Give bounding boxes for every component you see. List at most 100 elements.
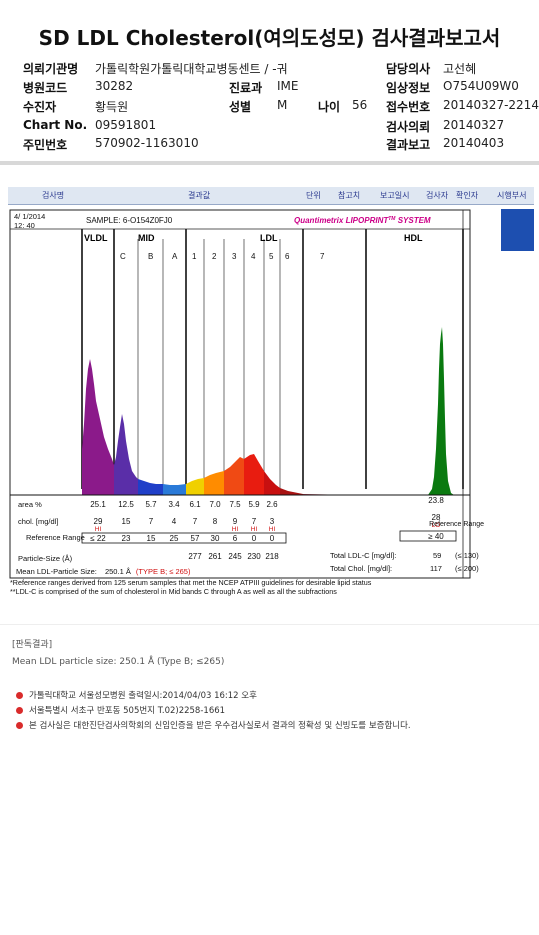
fill-ldl3 (224, 457, 244, 495)
value-doctor: 고선혜 (443, 62, 477, 76)
ref-3: 6 (233, 534, 238, 543)
row-label-ref: Reference Range (26, 533, 85, 542)
chol-vldl: 29 (94, 517, 103, 526)
footer-line-2: 서울특별시 서초구 반포동 505번지 T.02)2258-1661 (16, 704, 225, 716)
fill-ldl5 (264, 471, 280, 495)
chol-hdl: 28 (432, 513, 441, 522)
area-a: 3.4 (168, 500, 180, 509)
chart-sample: SAMPLE: 6-O154Z0FJ0 (86, 216, 173, 225)
blue-marker (501, 209, 534, 251)
band-4: 4 (251, 252, 256, 261)
total-ldl-value: 59 (433, 551, 441, 560)
chol-a: 4 (172, 517, 177, 526)
bullet-icon (16, 722, 23, 729)
chart-date: 4/ 1/2014 (14, 212, 45, 221)
group-vldl: VLDL (84, 233, 108, 243)
group-hdl: HDL (404, 233, 423, 243)
result-text: Mean LDL particle size: 250.1 Å (Type B;… (12, 657, 225, 667)
col-tester: 검사자 (426, 191, 449, 200)
fill-mid-b (138, 479, 163, 495)
fill-mid-a (163, 484, 186, 495)
chol-row: 29 15 7 4 7 8 9 7 3 28 (94, 513, 441, 526)
mean-size-type: (TYPE B; ≤ 265) (136, 567, 191, 576)
ref-5: 0 (270, 534, 275, 543)
flag-3: HI (232, 526, 239, 533)
total-ldl-ref: (≤ 130) (455, 551, 479, 560)
flag-4: HI (251, 526, 258, 533)
area-c: 12.5 (118, 500, 134, 509)
value-patient: 황득원 (95, 100, 129, 114)
area-hdl: 23.8 (428, 496, 444, 505)
subband-labels: C B A 1 2 3 4 5 6 7 (120, 252, 325, 261)
col-department: 시행부서 (497, 191, 527, 200)
area-row: 25.1 12.5 5.7 3.4 6.1 7.0 7.5 5.9 2.6 23… (90, 496, 444, 509)
chol-2: 8 (213, 517, 218, 526)
footer-text-3: 본 검사실은 대한진단검사의학회의 신임인증을 받은 우수검사실로서 결과의 정… (29, 721, 411, 731)
fill-hdl (428, 327, 454, 495)
fill-ldl1 (186, 478, 204, 495)
total-chol-ref: (≤ 200) (455, 564, 479, 573)
band-7: 7 (320, 252, 325, 261)
ref-a: 25 (170, 534, 179, 543)
size-2: 261 (208, 552, 222, 561)
band-3: 3 (232, 252, 237, 261)
lipoprint-chart: 4/ 1/2014 12: 40 SAMPLE: 6-O154Z0FJ0 Qua… (9, 209, 484, 579)
subband-dividers (137, 239, 281, 489)
value-sex: M (277, 98, 288, 112)
col-report-time: 보고일시 (380, 191, 410, 200)
trace-fills (82, 327, 454, 495)
size-5: 218 (265, 552, 279, 561)
ref-vldl: ≤ 22 (90, 534, 106, 543)
footer-line-3: 본 검사실은 대한진단검사의학회의 신임인증을 받은 우수검사실로서 결과의 정… (16, 719, 411, 731)
ref-1: 57 (191, 534, 200, 543)
chart-brand-name: Quantimetrix LIPOPRINT (294, 216, 389, 225)
ref-box-ldl (81, 532, 287, 544)
label-chart-no: Chart No. (23, 118, 88, 132)
band-b: B (148, 252, 153, 261)
footnote-2: **LDL-C is comprised of the sum of chole… (10, 587, 337, 596)
footer-text-2: 서울특별시 서초구 반포동 505번지 T.02)2258-1661 (29, 706, 226, 716)
flag-vldl: HI (95, 526, 102, 533)
bullet-icon (16, 692, 23, 699)
area-1: 6.1 (189, 500, 201, 509)
chol-3: 9 (233, 517, 238, 526)
area-b: 5.7 (145, 500, 157, 509)
ref-row: ≤ 22 23 15 25 57 30 6 0 0 ≥ 40 (90, 532, 444, 543)
total-ldl-label: Total LDL-C [mg/dl]: (330, 551, 396, 560)
value-age: 56 (352, 98, 368, 112)
area-vldl: 25.1 (90, 500, 106, 509)
band-1: 1 (192, 252, 197, 261)
result-heading: [판독결과] (12, 640, 53, 650)
header-divider (0, 161, 539, 165)
result-divider (0, 624, 539, 625)
fill-ldl4 (244, 454, 264, 495)
fill-ldl2 (204, 471, 224, 495)
chart-brand-suffix: SYSTEM (395, 216, 430, 225)
size-row: 277 261 245 230 218 (188, 552, 279, 561)
row-labels: area % chol. [mg/dl] Reference Range Par… (18, 500, 85, 563)
value-receipt-no: 20140327-22143 (443, 98, 539, 112)
ref-c: 23 (122, 534, 131, 543)
row-label-size: Particle-Size (Å) (18, 554, 73, 563)
bullet-icon (16, 707, 23, 714)
label-receipt-no: 접수번호 (386, 100, 431, 114)
mean-size: Mean LDL-Particle Size: 250.1 Å (TYPE B;… (16, 567, 191, 576)
label-department: 진료과 (229, 81, 263, 95)
chart-frame (9, 209, 471, 579)
group-ldl: LDL (260, 233, 278, 243)
chart-brand: Quantimetrix LIPOPRINTTM SYSTEM (294, 216, 431, 225)
fill-ldl6 (280, 488, 303, 495)
area-2: 7.0 (209, 500, 221, 509)
chol-b: 7 (149, 517, 154, 526)
label-sex: 성별 (229, 100, 252, 114)
footnote-1: *Reference ranges derived from 125 serum… (10, 578, 372, 587)
total-chol-value: 117 (430, 564, 442, 573)
ref-2: 30 (211, 534, 220, 543)
row-label-chol: chol. [mg/dl] (18, 517, 58, 526)
fill-mid-c (114, 414, 138, 495)
ref-side-label: Reference Range (429, 521, 484, 528)
band-6: 6 (285, 252, 290, 261)
area-3: 7.5 (229, 500, 241, 509)
group-dividers (81, 229, 464, 489)
ref-b: 15 (147, 534, 156, 543)
